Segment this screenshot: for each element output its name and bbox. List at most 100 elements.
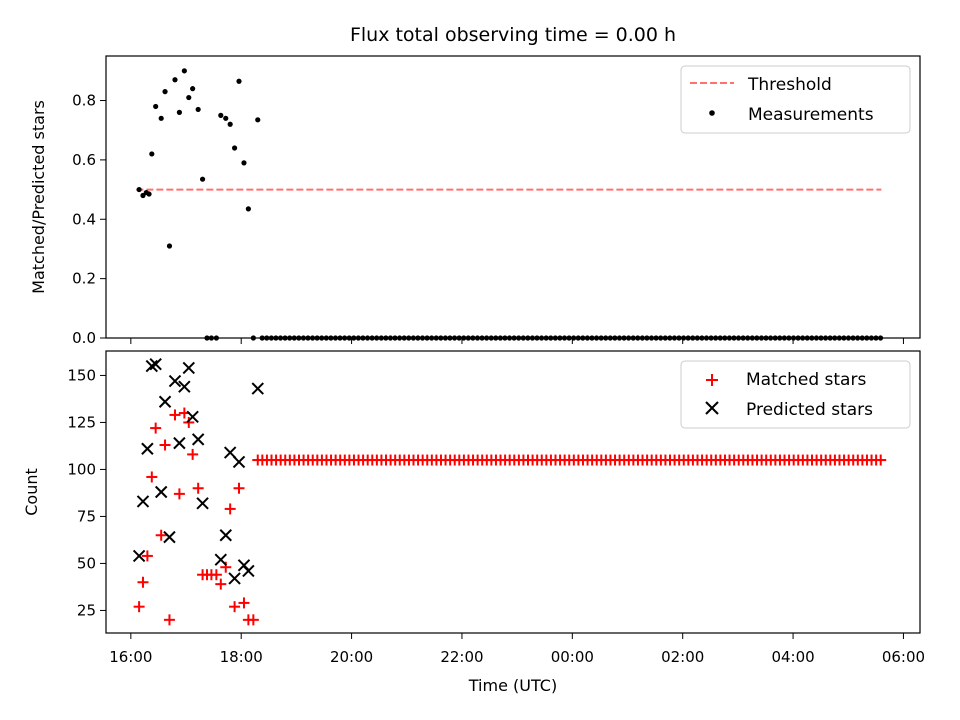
measurements-legend-marker [709,110,715,116]
predicted-star-point [228,572,241,585]
matched-star-point [133,601,145,613]
x-tick-label: 00:00 [551,648,594,666]
measurement-point [255,117,261,123]
predicted-star-point [145,359,159,373]
y-tick-label: 150 [67,366,96,384]
ratio-y-axis-label: Matched/Predicted stars [29,100,48,294]
count-plot-frame [105,350,921,634]
count-x-axis: 16:00 18:00 20:00 22:00 00:00 02:00 04:00 06:00 [109,633,925,666]
x-tick-label: 22:00 [440,648,483,666]
y-tick-label: 100 [67,460,96,478]
predicted-star-point [168,374,182,388]
predicted-star-point [242,564,255,578]
x-tick-label: 02:00 [661,648,704,666]
matched-star-point [137,576,149,588]
matched-star-point [183,416,195,428]
x-tick-label: 18:00 [220,648,263,666]
measurement-point [172,77,178,83]
predicted-star-point [141,442,154,455]
matched-stars-points [133,407,887,626]
ratio-legend: Threshold Measurements [680,65,911,134]
predicted-star-point [251,382,264,395]
predicted-star-point [182,361,195,375]
predicted-star-point [163,530,176,544]
measurement-point [158,115,164,121]
count-y-axis: 25 50 75 100 125 150 [67,366,106,619]
measurement-point [236,78,242,84]
measurement-point [140,192,146,199]
matched-star-point [224,503,236,515]
measurement-point [195,106,201,113]
measurement-point [166,243,173,249]
predicted-star-point [154,485,168,499]
matched-star-point [233,482,245,494]
measurement-point [227,121,233,127]
measurement-point [231,145,238,151]
matched-star-point [229,601,241,613]
matched-star-point [141,550,153,562]
x-axis-label: Time (UTC) [468,676,557,695]
predicted-star-point [173,436,186,450]
matched-star-point [187,448,199,460]
predicted-star-point [196,497,209,510]
measurement-point [136,186,142,193]
ratio-y-axis: 0.0 0.2 0.4 0.6 0.8 [72,92,106,347]
y-tick-label: 0.0 [72,329,96,347]
matched-star-point [155,529,167,541]
matched-legend-label: Matched stars [746,370,866,390]
matched-star-point [875,454,887,466]
y-tick-label: 125 [67,413,96,431]
predicted-star-point [136,495,150,508]
measurement-point [218,112,224,118]
threshold-legend-label: Threshold [747,75,832,95]
predicted-legend-label: Predicted stars [746,400,873,420]
x-tick-label: 20:00 [330,648,373,666]
y-tick-label: 50 [77,554,96,572]
predicted-star-point [178,380,191,393]
count-panel: Count 25 50 75 100 125 150 16:00 18:00 20:00 22:… [22,350,925,666]
ratio-plot-frame [105,55,921,339]
ratio-legend-box [680,65,911,134]
matched-star-point [247,614,259,626]
matched-star-point [169,409,181,421]
matched-star-point [210,569,222,581]
matched-star-point [159,439,171,451]
measurement-point [162,89,168,95]
predicted-star-point [149,357,162,371]
measurement-point [199,176,206,182]
measurement-point [245,206,251,212]
predicted-star-point [158,395,172,408]
predicted-star-point [214,553,227,566]
chart-title: Flux total observing time = 0.00 h [350,24,676,46]
predicted-star-point [219,529,232,542]
count-legend-box [680,360,911,429]
count-y-axis-label: Count [22,468,41,516]
y-tick-label: 25 [77,601,96,619]
matched-legend-marker [706,374,718,386]
ratio-panel: Matched/Predicted stars 0.00.20.40.60.8 … [29,55,921,347]
measurement-point [176,109,182,115]
measurement-point [241,160,247,166]
measurement-point [153,103,159,110]
x-tick-label: 16:00 [109,648,152,666]
predicted-star-point [132,549,146,563]
x-tick-label: 06:00 [882,648,925,666]
x-tick-label: 04:00 [771,648,814,666]
y-tick-label: 0.8 [72,92,96,110]
y-tick-label: 0.4 [72,210,96,228]
matched-star-point [173,488,185,500]
measurement-point [149,151,155,157]
matched-star-point [163,614,175,626]
measurements-legend-label: Measurements [748,105,874,125]
matched-star-point [238,597,250,609]
predicted-star-point [186,410,199,424]
y-tick-label: 0.6 [72,151,96,169]
y-tick-label: 75 [77,507,96,525]
matched-star-point [192,482,204,494]
predicted-legend-marker [705,401,719,415]
predicted-star-point [232,455,246,469]
predicted-stars-points [132,357,264,585]
measurement-point [190,86,196,92]
matched-star-point [146,471,158,483]
